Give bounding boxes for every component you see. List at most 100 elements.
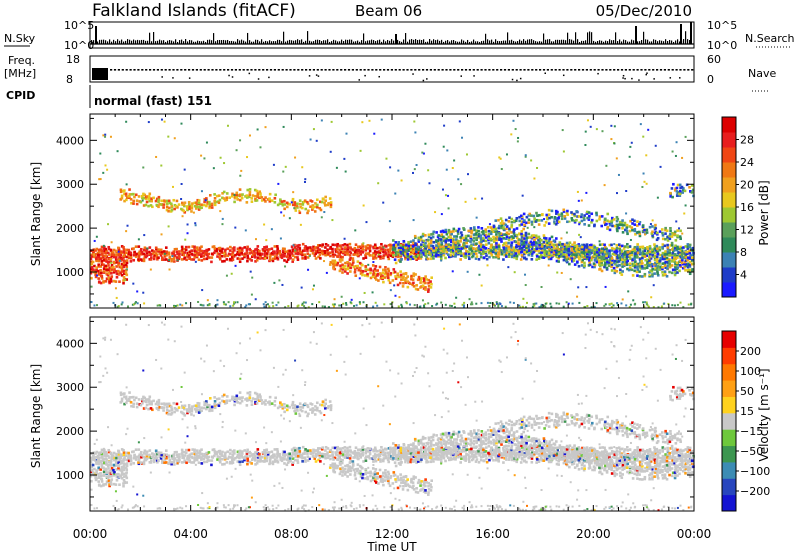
power-cell	[293, 246, 297, 249]
power-cell	[314, 246, 317, 249]
power-cell	[612, 218, 616, 221]
freq-dot	[152, 69, 156, 71]
power-cell	[268, 192, 272, 196]
power-cell	[557, 216, 560, 220]
velocity-cell	[212, 448, 216, 451]
velocity-cell	[236, 460, 240, 463]
power-cell	[668, 258, 671, 261]
velocity-cell	[338, 447, 342, 450]
power-cell	[205, 257, 209, 261]
noise-bar	[465, 41, 467, 44]
power-cell	[359, 272, 363, 275]
velocity-cell	[364, 457, 367, 460]
power-cell	[520, 254, 524, 257]
power-cell	[502, 222, 506, 225]
power-cell	[505, 244, 508, 248]
power-cell	[636, 230, 639, 234]
power-cell	[598, 215, 602, 218]
power-cell	[264, 257, 267, 260]
power-cell	[440, 249, 443, 252]
velocity-cell	[343, 446, 347, 449]
power-cell	[231, 253, 234, 257]
power-cell	[317, 244, 320, 247]
velocity-cell	[377, 453, 381, 456]
power-cell	[676, 183, 680, 187]
power-cell	[503, 253, 507, 257]
nave-dot	[460, 75, 462, 77]
power-cell	[648, 252, 652, 256]
power-cell	[106, 168, 109, 171]
power-cell	[229, 245, 232, 249]
power-cell	[527, 221, 530, 224]
power-cell	[550, 305, 553, 308]
power-cell	[568, 262, 571, 266]
power-cell	[678, 189, 682, 193]
power-cell	[527, 245, 531, 248]
power-cell	[613, 269, 617, 272]
power-cell	[614, 253, 617, 257]
freq-dot	[125, 69, 128, 71]
noise-bar	[237, 39, 239, 44]
power-cell	[613, 261, 616, 264]
power-cell	[269, 258, 272, 262]
velocity-cell	[278, 455, 282, 458]
power-cell	[613, 142, 616, 145]
power-cell	[562, 253, 565, 256]
power-cell	[197, 208, 201, 211]
power-data	[89, 118, 695, 309]
power-cell	[590, 212, 594, 216]
power-cell	[290, 252, 294, 255]
power-cell	[571, 253, 574, 256]
power-cell	[200, 190, 203, 193]
power-cell	[452, 238, 455, 241]
noise-bar	[485, 33, 487, 44]
power-cell	[459, 240, 462, 243]
noise-bar	[661, 40, 663, 44]
power-cell	[241, 257, 244, 260]
power-cell	[453, 306, 456, 309]
noise-bar	[191, 40, 193, 44]
nave-dot	[228, 74, 230, 77]
noise-bar	[145, 40, 147, 44]
power-cell	[349, 301, 352, 304]
power-cell	[577, 199, 580, 202]
power-cell	[571, 243, 574, 247]
power-cell	[283, 251, 287, 255]
power-cell	[132, 258, 136, 262]
power-cell	[250, 259, 253, 262]
power-cell	[540, 305, 543, 308]
power-cell	[165, 199, 169, 203]
power-cell	[466, 239, 470, 242]
velocity-cell	[354, 451, 358, 455]
power-cell	[341, 247, 344, 251]
velocity-cell	[173, 457, 177, 460]
power-cell	[306, 200, 309, 204]
power-cell	[510, 220, 514, 224]
power-cell	[573, 214, 577, 218]
noise-bar	[647, 39, 649, 44]
power-cell	[215, 249, 218, 253]
velocity-cell	[148, 449, 152, 452]
power-cell	[362, 301, 365, 304]
nsky-label: N.Sky	[4, 32, 36, 45]
noise-bar	[403, 39, 405, 44]
nave-tick-top: 60	[707, 53, 721, 66]
power-cell	[580, 264, 584, 267]
noise-bar	[261, 39, 263, 44]
power-cell	[643, 228, 646, 232]
velocity-cell	[391, 453, 395, 456]
power-cell	[578, 247, 582, 251]
power-cell	[598, 256, 601, 259]
power-cell	[445, 237, 449, 241]
power-cell	[343, 270, 347, 273]
power-cell	[313, 210, 317, 213]
power-cell	[424, 252, 428, 256]
power-cell	[97, 257, 100, 261]
power-cell	[387, 253, 391, 257]
velocity-cell	[142, 460, 146, 464]
power-cell	[325, 271, 328, 274]
power-cell	[603, 184, 606, 187]
power-cell	[661, 254, 664, 257]
power-cell	[507, 255, 511, 258]
velocity-cell	[245, 452, 249, 455]
